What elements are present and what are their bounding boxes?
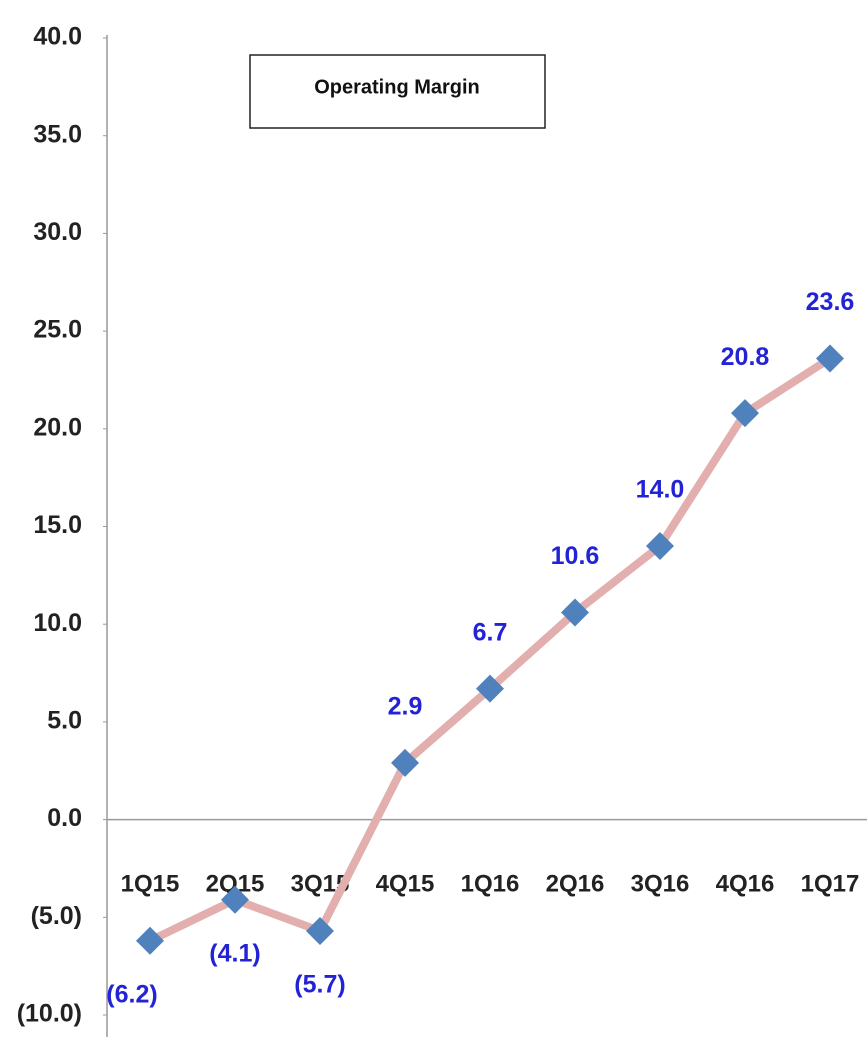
y-tick-label: 35.0: [33, 120, 82, 148]
data-label: 20.8: [721, 343, 770, 371]
data-label: 6.7: [473, 618, 508, 646]
y-tick-label: 25.0: [33, 316, 82, 344]
marker: [221, 885, 249, 914]
y-tick-label: 40.0: [33, 23, 82, 51]
marker: [136, 926, 164, 955]
data-label: 2.9: [388, 693, 423, 721]
x-tick-label: 1Q16: [461, 870, 520, 897]
x-tick-label: 1Q15: [121, 870, 180, 897]
y-tick-label: 30.0: [33, 218, 82, 246]
title-box: [249, 54, 546, 129]
y-tick-label: (10.0): [17, 1000, 82, 1028]
data-label: 10.6: [551, 542, 600, 570]
marker: [646, 532, 674, 561]
x-tick-label: 1Q17: [801, 870, 860, 897]
marker: [816, 344, 844, 373]
y-tick-label: 0.0: [47, 804, 82, 832]
marker: [306, 916, 334, 945]
marker: [561, 598, 589, 627]
data-label: 23.6: [806, 288, 855, 316]
x-tick-label: 4Q16: [716, 870, 775, 897]
data-label: (4.1): [209, 939, 260, 967]
y-tick-label: 20.0: [33, 413, 82, 441]
line: [148, 355, 833, 945]
data-label: 14.0: [636, 476, 685, 504]
marker: [476, 674, 504, 703]
marker: [391, 748, 419, 777]
y-tick-label: 15.0: [33, 511, 82, 539]
x-tick-label: 2Q16: [546, 870, 605, 897]
y-tick-label: 10.0: [33, 609, 82, 637]
data-label: (5.7): [294, 971, 345, 999]
data-label: (6.2): [106, 980, 157, 1008]
x-tick-label: 4Q15: [376, 870, 435, 897]
y-tick-label: (5.0): [31, 902, 82, 930]
x-tick-label: 3Q16: [631, 870, 690, 897]
chart-title: Operating Margin: [314, 76, 480, 98]
marker: [731, 399, 759, 428]
y-tick-label: 5.0: [47, 707, 82, 735]
